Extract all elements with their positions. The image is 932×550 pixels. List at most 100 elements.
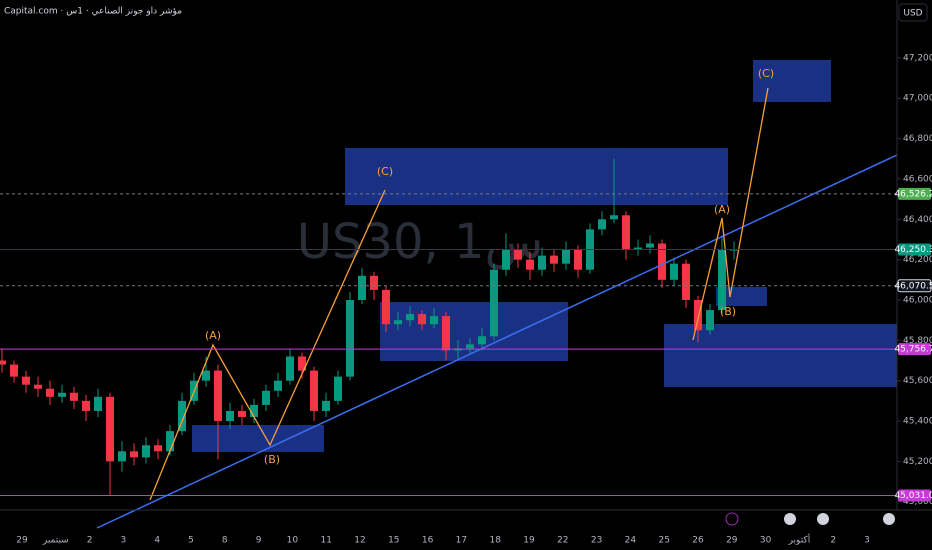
y-tick-label: 46,200.0 [903,255,932,265]
event-icon[interactable] [883,513,895,525]
zone [345,148,728,205]
candle-body [634,247,642,250]
candle-body [598,219,606,230]
y-tick-label: 47,000.0 [903,94,932,104]
candle-body [310,370,318,411]
currency-box [898,3,928,22]
event-icon[interactable] [817,513,829,525]
candle-body [562,249,570,264]
price-label-box [897,279,932,293]
x-tick-label: سبتمبر [42,536,69,546]
x-tick-label: 8 [222,536,228,546]
x-tick-label: 3 [864,536,870,546]
price-label: 46,070.5 [894,281,932,291]
x-tick-label: 29 [16,536,28,546]
candle-body [154,445,162,452]
candle-body [226,410,234,422]
wave-label: (B) [264,453,280,466]
x-tick-label: 12 [354,536,365,546]
candle-body [694,299,702,331]
axes: 45,000.0 45,200.0 45,400.0 45,600.0 45,800.0… [0,53,932,546]
x-tick-label: 4 [154,536,160,546]
candle-body [0,360,6,365]
candle-body [22,376,30,385]
x-tick-label: 11 [320,536,331,546]
wave-label: (C) [758,67,774,80]
y-tick-label: 45,800.0 [903,336,932,346]
candle-body [142,445,150,458]
candle-body [706,310,714,331]
zone [716,287,767,306]
x-tick-label: 30 [760,536,772,546]
trend-line [96,154,898,529]
drawings: (A) (B) (C) (A) (B) (C) [96,67,898,529]
candle-body [370,275,378,290]
y-tick-label: 46,000.0 [903,295,932,305]
x-tick-label: 18 [489,536,501,546]
candle-body [610,215,618,220]
price-label: 45,756.7 [894,345,932,355]
candle-body [178,400,186,432]
candle-body [70,392,78,401]
candle-body [670,263,678,280]
x-tick-label: 25 [658,536,669,546]
currency: USD [903,9,922,19]
y-tick-label: 45,000.0 [903,497,932,507]
price-label-box [898,343,931,356]
candle-body [730,249,738,251]
candle-body [394,320,402,325]
candle-body [34,384,42,389]
candle-body [646,243,654,248]
candle-body [202,370,210,381]
candle-body [514,249,522,260]
wave-label: (A) [714,203,730,216]
candle-body [682,263,690,300]
price-label: 45,031.0 [894,491,932,501]
x-tick-label: 16 [422,536,434,546]
candle-body [214,370,222,422]
y-tick-label: 46,600.0 [903,174,932,184]
y-tick-label: 46,800.0 [903,134,932,144]
candle-body [82,400,90,411]
x-tick-label: 9 [256,536,262,546]
x-tick-label: 19 [523,536,535,546]
candle-body [502,249,510,270]
chart-title: Capital.com · مؤشر داو جونز الصناعي · 1س [4,7,182,17]
x-tick-label: 15 [388,536,399,546]
price-label-box [898,187,931,200]
candle-body [106,396,114,462]
wave-label: (B) [720,305,736,318]
candle-body [538,255,546,270]
price-label-box [898,243,931,256]
candle-body [406,314,414,321]
candle-body [238,410,246,417]
candle-body [418,314,426,325]
candle-body [382,289,390,325]
candle-body [550,255,558,264]
candle-body [166,431,174,452]
event-icon[interactable] [784,513,796,525]
x-tick-label: 24 [625,536,637,546]
zone [192,425,324,452]
candle-body [46,388,54,397]
candle-body [58,392,66,397]
zones [192,60,897,452]
candle-body [118,451,126,462]
candle-body [442,316,450,351]
candle-body [322,400,330,411]
wave-line [149,189,386,501]
wave-label: (C) [377,165,393,178]
event-icon[interactable] [725,512,739,526]
x-tick-label: أكتوبر [788,534,811,546]
candle-body [130,451,138,458]
candle-body [658,243,666,280]
zone [380,302,568,361]
candle-body [622,215,630,250]
candle-body [466,344,474,349]
candle-body [346,299,354,377]
candle-body [10,364,18,377]
candle-body [478,336,486,345]
zone [664,324,897,387]
x-tick-label: 10 [287,536,299,546]
